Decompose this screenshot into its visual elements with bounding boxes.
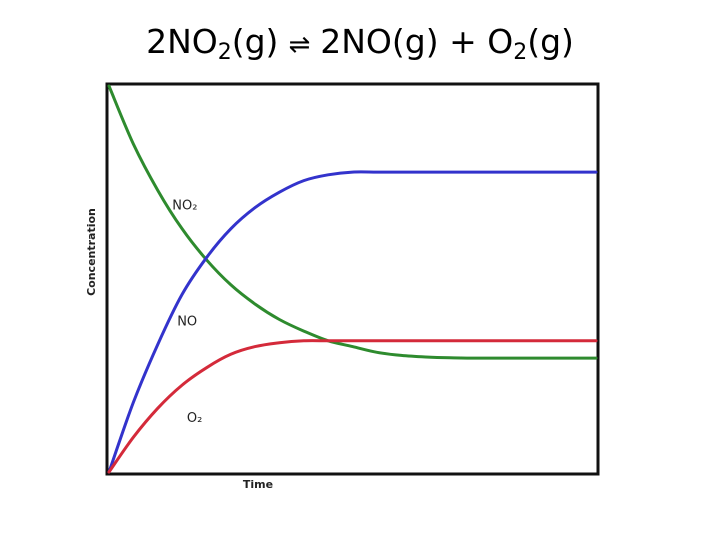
- reactant-subscript: 2: [217, 40, 232, 65]
- series-label-no2: NO₂: [172, 199, 197, 214]
- series-layer: [107, 84, 598, 474]
- plus-sign: +: [449, 22, 477, 61]
- equilibrium-arrow-icon: ⇌: [288, 30, 311, 60]
- slide-title: 2NO2(g) ⇌ 2NO(g) + O2(g): [0, 22, 720, 64]
- label-layer: NO₂ NO O₂: [172, 199, 202, 426]
- series-line-no: [107, 170, 598, 474]
- reactant-formula: NO: [167, 22, 218, 61]
- series-line-o2: [107, 339, 598, 474]
- series-line-no2: [107, 84, 598, 360]
- product-no: 2NO(g): [320, 22, 439, 61]
- series-label-o2: O₂: [187, 411, 202, 426]
- x-axis-label: Time: [243, 478, 273, 491]
- product-o2-formula: O: [487, 22, 514, 61]
- product-o2-state: (g): [527, 22, 574, 61]
- y-axis-label: Concentration: [85, 208, 98, 296]
- product-o2-subscript: 2: [513, 40, 528, 65]
- reactant-state: (g): [231, 22, 279, 61]
- series-label-no: NO: [177, 314, 197, 329]
- reactant-coefficient: 2: [146, 22, 168, 61]
- plot-frame: [105, 82, 600, 476]
